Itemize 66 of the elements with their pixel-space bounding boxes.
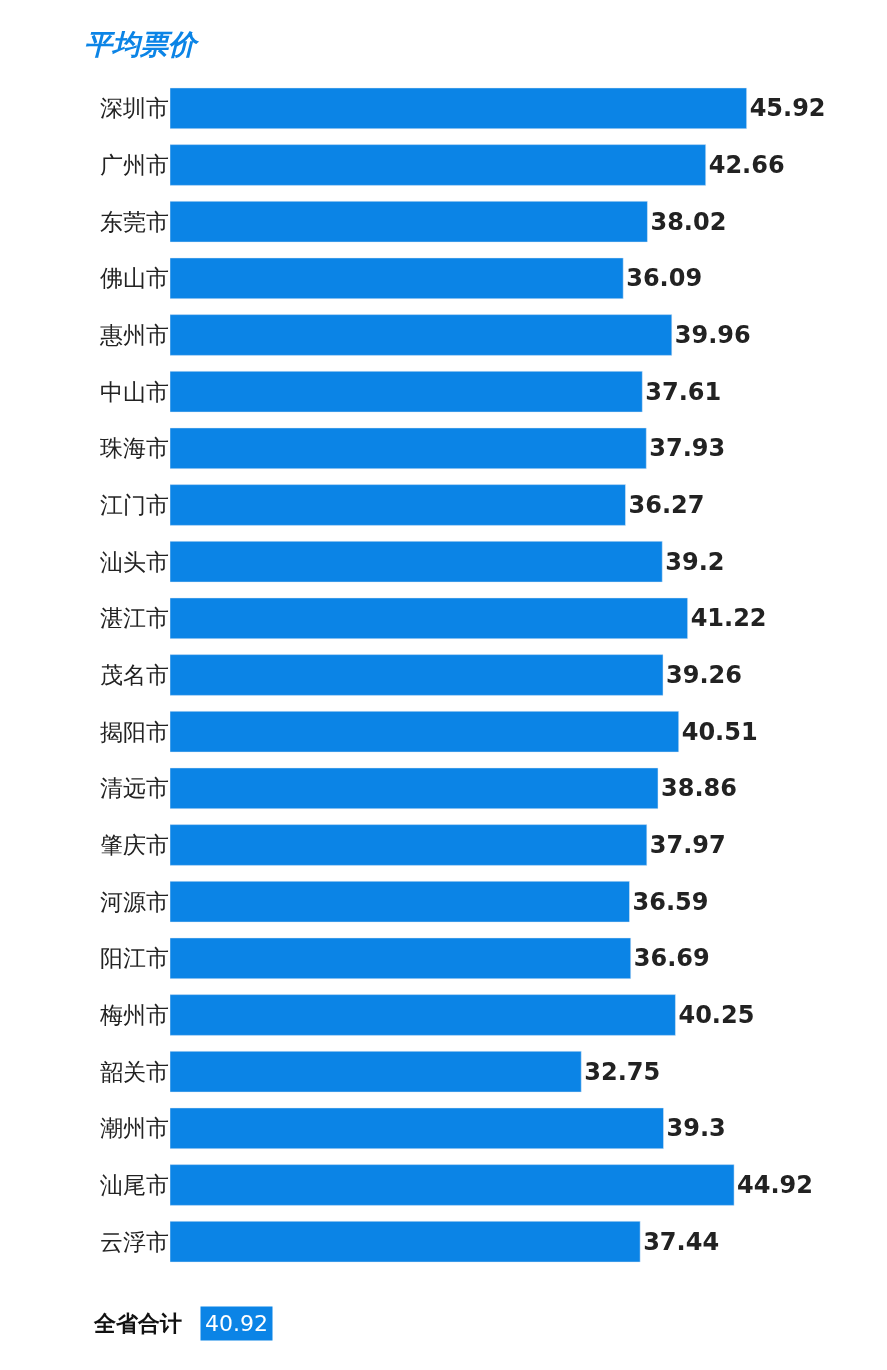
y-tick-label: 阳江市 — [100, 945, 169, 972]
data-label: 40.51 — [681, 717, 758, 746]
bar — [170, 257, 624, 299]
y-tick-label: 揭阳市 — [100, 718, 169, 745]
bar — [170, 881, 630, 923]
bar — [170, 1164, 735, 1206]
data-label: 44.92 — [737, 1171, 814, 1199]
data-label: 42.66 — [708, 151, 785, 179]
bar — [170, 767, 659, 809]
data-label: 36.59 — [632, 887, 709, 916]
data-label: 32.75 — [584, 1057, 661, 1086]
y-tick-label: 潮州市 — [100, 1115, 169, 1142]
data-label: 39.96 — [674, 321, 751, 349]
y-tick-label: 云浮市 — [100, 1228, 169, 1255]
data-label: 37.44 — [643, 1227, 720, 1256]
data-label: 39.2 — [665, 547, 725, 576]
bar — [170, 824, 648, 866]
y-tick-label: 韶关市 — [100, 1058, 169, 1085]
y-tick-label: 惠州市 — [99, 322, 169, 349]
data-label: 37.97 — [649, 831, 726, 859]
y-tick-label: 江门市 — [100, 492, 169, 519]
bar — [170, 1051, 582, 1093]
bar — [170, 484, 626, 526]
y-tick-label: 梅州市 — [99, 1002, 169, 1029]
bar — [170, 654, 664, 696]
bar — [170, 314, 673, 356]
data-label: 45.92 — [749, 94, 826, 123]
data-label: 39.3 — [666, 1114, 726, 1143]
data-label: 36.09 — [626, 264, 703, 293]
data-label: 39.26 — [666, 661, 742, 689]
y-tick-label: 肇庆市 — [100, 832, 169, 859]
bar — [170, 1107, 664, 1149]
bar — [170, 597, 688, 639]
data-label: 38.02 — [650, 207, 727, 236]
y-tick-label: 湛江市 — [100, 605, 169, 632]
bar — [170, 427, 647, 469]
data-label: 40.25 — [678, 1001, 755, 1029]
bar — [170, 144, 706, 186]
text: 全省合计 — [93, 1311, 182, 1336]
data-label: 36.27 — [628, 491, 705, 519]
text: 40.92 — [205, 1311, 268, 1336]
y-tick-label: 河源市 — [100, 888, 169, 915]
data-label: 36.69 — [633, 944, 710, 973]
y-tick-label: 广州市 — [100, 152, 169, 179]
y-tick-label: 佛山市 — [100, 265, 169, 292]
data-label: 37.61 — [645, 377, 722, 406]
bar — [170, 201, 648, 243]
bar — [170, 711, 679, 753]
chart-title: 平均票价 — [84, 27, 201, 61]
y-tick-label: 东莞市 — [100, 208, 169, 235]
bar — [170, 937, 631, 979]
bar — [170, 994, 676, 1036]
bar — [170, 541, 663, 583]
data-label: 41.22 — [690, 604, 767, 633]
y-tick-label: 汕尾市 — [100, 1172, 169, 1199]
data-label: 37.93 — [649, 434, 726, 463]
data-label: 38.86 — [660, 774, 737, 803]
y-tick-label: 汕头市 — [100, 548, 169, 575]
bar — [170, 1221, 641, 1263]
bar — [170, 371, 643, 413]
y-tick-label: 中山市 — [100, 378, 169, 405]
y-tick-label: 清远市 — [100, 775, 169, 802]
bar — [170, 87, 747, 129]
y-tick-label: 茂名市 — [100, 662, 169, 689]
y-tick-label: 深圳市 — [100, 95, 169, 122]
y-tick-label: 珠海市 — [100, 435, 169, 462]
